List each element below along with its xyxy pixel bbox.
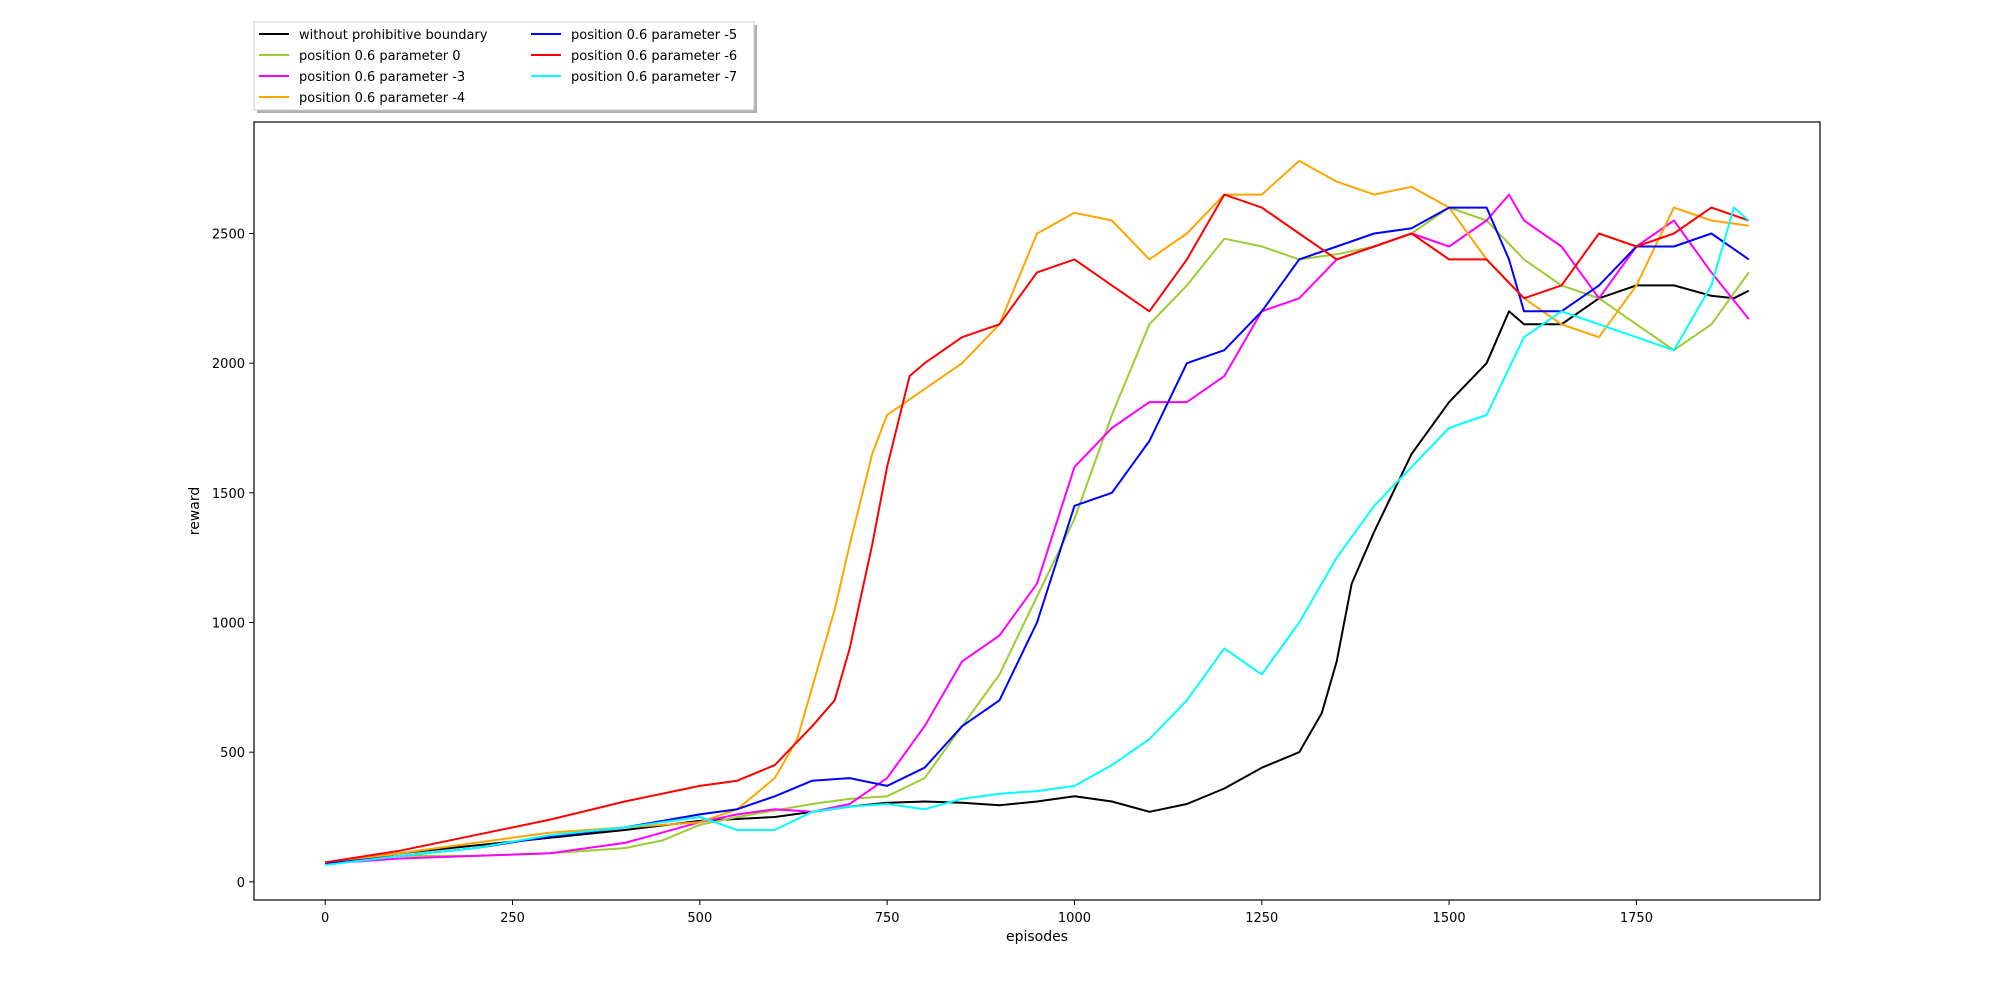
y-tick-label: 500 xyxy=(220,746,245,761)
x-axis-label: episodes xyxy=(1006,929,1068,945)
y-tick-label: 0 xyxy=(237,876,245,891)
x-axis-ticks: 0 250 500 750 1000 1250 1500 1750 xyxy=(321,900,1653,926)
legend-entry-label: without prohibitive boundary xyxy=(299,28,488,43)
x-tick-label: 500 xyxy=(687,911,712,926)
series-line-0 xyxy=(325,284,1750,865)
series-line-5 xyxy=(325,193,1750,864)
legend-entry-label: position 0.6 parameter -5 xyxy=(571,28,737,43)
legend-entry-label: position 0.6 parameter -7 xyxy=(571,70,737,85)
y-tick-label: 1000 xyxy=(212,617,245,632)
series-line-2 xyxy=(325,193,1750,865)
x-tick-label: 250 xyxy=(500,911,525,926)
y-axis-ticks: 0 500 1000 1500 2000 2500 xyxy=(212,228,254,891)
x-tick-label: 750 xyxy=(875,911,900,926)
x-tick-label: 1250 xyxy=(1245,911,1278,926)
x-tick-label: 1000 xyxy=(1058,911,1091,926)
legend: without prohibitive boundary position 0.6… xyxy=(253,21,757,113)
legend-entry-label: position 0.6 parameter -3 xyxy=(299,70,465,85)
y-tick-label: 2000 xyxy=(212,357,245,372)
x-tick-label: 1750 xyxy=(1620,911,1653,926)
y-axis-label: reward xyxy=(187,487,203,536)
x-tick-label: 1500 xyxy=(1433,911,1466,926)
series-line-6 xyxy=(325,206,1750,866)
legend-entry-label: position 0.6 parameter -4 xyxy=(299,91,465,106)
series-layer xyxy=(325,159,1750,866)
legend-entry-label: position 0.6 parameter 0 xyxy=(299,49,460,64)
x-tick-label: 0 xyxy=(321,911,329,926)
plot-frame xyxy=(253,121,1821,901)
y-tick-label: 2500 xyxy=(212,228,245,243)
legend-box xyxy=(253,21,755,111)
series-line-1 xyxy=(325,206,1750,865)
legend-entry-label: position 0.6 parameter -6 xyxy=(571,49,737,64)
series-line-4 xyxy=(325,206,1750,865)
y-tick-label: 1500 xyxy=(212,487,245,502)
